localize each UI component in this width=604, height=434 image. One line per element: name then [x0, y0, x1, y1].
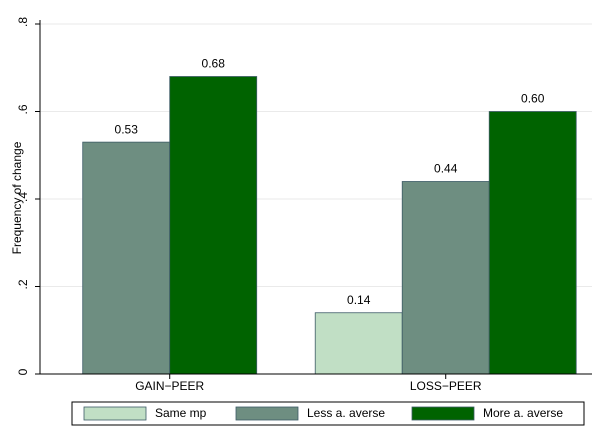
value-label: 0.44 [434, 162, 458, 176]
legend-label: More a. averse [483, 406, 563, 420]
y-tick-label: .2 [16, 279, 30, 289]
y-tick-label: .6 [16, 104, 30, 114]
bar [82, 141, 171, 375]
bar [169, 76, 258, 375]
bar [488, 111, 577, 375]
value-label: 0.53 [115, 122, 139, 136]
value-label: 0.60 [521, 92, 545, 106]
legend-swatch [235, 406, 299, 421]
value-label: 0.14 [347, 293, 371, 307]
x-tick-label: LOSS−PEER [410, 379, 482, 393]
bar [401, 181, 490, 375]
legend-label: Less a. averse [307, 406, 385, 420]
y-tick-label: .8 [16, 17, 30, 27]
legend-label: Same mp [155, 406, 207, 420]
x-tick-label: GAIN−PEER [135, 379, 204, 393]
legend-swatch [411, 406, 475, 421]
legend-swatch [83, 406, 147, 421]
y-tick-label: .4 [16, 192, 30, 202]
y-axis-label: Frequency of change [10, 141, 24, 254]
y-tick-label: 0 [16, 368, 30, 375]
bar [314, 312, 403, 375]
value-label: 0.68 [202, 57, 226, 71]
